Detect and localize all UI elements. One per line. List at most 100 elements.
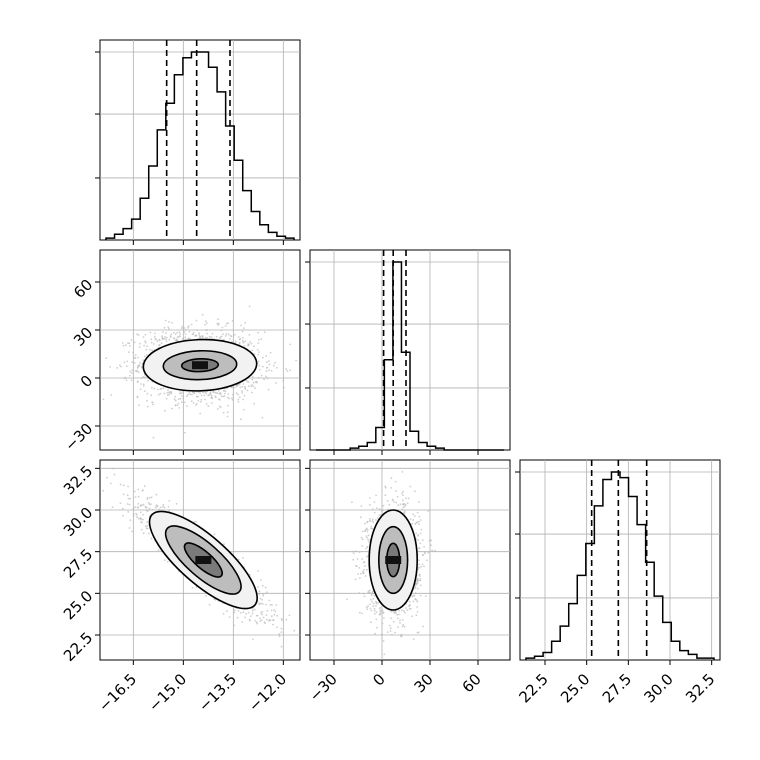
scatter-point bbox=[250, 342, 253, 345]
scatter-point bbox=[224, 390, 227, 393]
scatter-point bbox=[238, 396, 241, 399]
scatter-point bbox=[136, 396, 139, 399]
scatter-point bbox=[139, 511, 142, 514]
scatter-point bbox=[259, 597, 262, 600]
scatter-point bbox=[390, 477, 393, 480]
scatter-point bbox=[142, 513, 145, 516]
scatter-point bbox=[164, 319, 167, 322]
scatter-point bbox=[227, 404, 230, 407]
scatter-point bbox=[260, 338, 263, 341]
scatter-point bbox=[171, 407, 173, 410]
scatter-point bbox=[383, 617, 385, 619]
scatter-point bbox=[382, 509, 385, 511]
scatter-point bbox=[371, 600, 373, 603]
scatter-point bbox=[214, 598, 217, 601]
scatter-point bbox=[205, 329, 207, 332]
scatter-point bbox=[161, 335, 164, 338]
scatter-point bbox=[204, 323, 206, 326]
scatter-point bbox=[190, 323, 193, 326]
scatter-point bbox=[246, 380, 249, 383]
scatter-point bbox=[404, 611, 406, 614]
scatter-point bbox=[134, 370, 137, 372]
scatter-point bbox=[249, 615, 252, 617]
scatter-point bbox=[266, 377, 269, 380]
scatter-point bbox=[204, 391, 207, 394]
scatter-point bbox=[390, 617, 392, 620]
scatter-point bbox=[167, 326, 170, 328]
scatter-point bbox=[173, 398, 176, 401]
scatter-point bbox=[243, 345, 246, 347]
scatter-point bbox=[222, 612, 225, 615]
scatter-point bbox=[147, 379, 149, 382]
scatter-point bbox=[102, 489, 104, 492]
scatter-point bbox=[163, 559, 166, 561]
scatter-point bbox=[237, 401, 240, 403]
scatter-point bbox=[266, 610, 269, 612]
scatter-point bbox=[261, 613, 263, 616]
scatter-point bbox=[146, 405, 149, 408]
scatter-point bbox=[204, 336, 207, 339]
scatter-point bbox=[133, 490, 136, 493]
scatter-point bbox=[261, 584, 264, 587]
scatter-point bbox=[278, 635, 281, 638]
density-peak bbox=[195, 556, 212, 564]
scatter-point bbox=[144, 340, 147, 343]
scatter-point bbox=[270, 615, 273, 617]
scatter-point bbox=[273, 613, 276, 616]
scatter-point bbox=[252, 385, 255, 388]
scatter-point bbox=[251, 612, 254, 615]
scatter-point bbox=[241, 339, 244, 342]
scatter-point bbox=[227, 396, 229, 399]
scatter-point bbox=[205, 322, 208, 324]
scatter-point bbox=[375, 600, 377, 603]
scatter-point bbox=[199, 392, 202, 394]
scatter-point bbox=[174, 395, 177, 398]
scatter-point bbox=[241, 330, 244, 333]
scatter-point bbox=[405, 497, 407, 500]
scatter-point bbox=[245, 613, 248, 615]
scatter-point bbox=[276, 626, 278, 629]
scatter-point bbox=[187, 325, 190, 327]
scatter-point bbox=[120, 365, 122, 368]
scatter-point bbox=[178, 336, 180, 338]
scatter-point bbox=[184, 329, 187, 331]
scatter-point bbox=[254, 387, 256, 390]
scatter-point bbox=[144, 333, 147, 336]
scatter-point bbox=[254, 620, 256, 622]
scatter-point bbox=[145, 348, 148, 351]
scatter-point bbox=[153, 387, 156, 390]
scatter-point bbox=[155, 338, 157, 341]
scatter-point bbox=[162, 331, 164, 333]
scatter-point bbox=[150, 338, 153, 341]
scatter-point bbox=[237, 336, 240, 338]
scatter-point bbox=[140, 377, 143, 379]
scatter-point bbox=[201, 335, 204, 338]
scatter-point bbox=[225, 333, 228, 335]
scatter-point bbox=[150, 394, 153, 397]
scatter-point bbox=[225, 610, 228, 612]
scatter-point bbox=[191, 393, 193, 396]
scatter-point bbox=[170, 333, 173, 335]
scatter-point bbox=[199, 412, 202, 415]
scatter-point bbox=[242, 383, 245, 385]
scatter-point bbox=[144, 506, 147, 508]
scatter-point bbox=[146, 392, 149, 395]
scatter-point bbox=[211, 332, 214, 335]
scatter-point bbox=[260, 579, 262, 581]
scatter-point bbox=[259, 620, 262, 622]
scatter-point bbox=[261, 365, 264, 368]
scatter-point bbox=[168, 328, 170, 330]
scatter-point bbox=[418, 515, 421, 518]
scatter-point bbox=[233, 609, 236, 612]
scatter-point bbox=[233, 611, 236, 614]
histogram-frame bbox=[99, 39, 301, 241]
scatter-point bbox=[132, 507, 135, 510]
scatter-point bbox=[274, 361, 276, 364]
scatter-point bbox=[235, 392, 238, 395]
scatter-point bbox=[122, 493, 125, 496]
scatter-point bbox=[346, 598, 348, 601]
scatter-point bbox=[276, 614, 279, 617]
scatter-point bbox=[251, 378, 254, 381]
scatter-point bbox=[231, 319, 234, 322]
scatter-point bbox=[136, 514, 138, 516]
